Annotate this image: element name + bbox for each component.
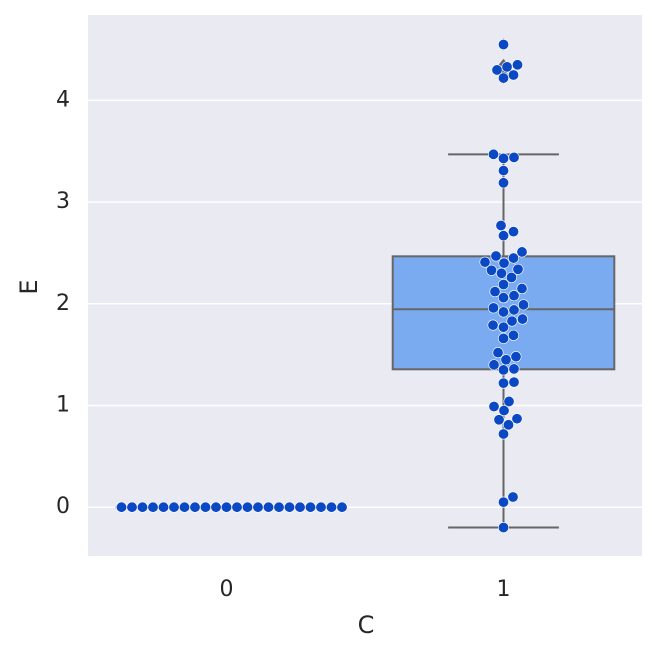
- swarm-point: [516, 283, 528, 295]
- swarm-point: [137, 501, 149, 513]
- swarm-point: [487, 148, 499, 160]
- y-tick-label: 2: [56, 291, 70, 316]
- swarm-point: [495, 220, 507, 232]
- swarm-point: [294, 501, 306, 513]
- swarm-point: [495, 267, 507, 279]
- x-tick-label: 1: [497, 577, 511, 602]
- swarm-point: [508, 376, 520, 388]
- swarm-point: [497, 230, 509, 242]
- swarm-point: [126, 501, 138, 513]
- swarm-point: [506, 315, 518, 327]
- swarm-point: [517, 299, 529, 311]
- swarm-point: [252, 501, 264, 513]
- swarm-point: [497, 165, 509, 177]
- swarm-point: [490, 250, 502, 262]
- swarm-point: [210, 501, 222, 513]
- swarm-point: [492, 347, 504, 359]
- y-axis-label: E: [15, 279, 43, 294]
- swarm-point: [503, 395, 515, 407]
- swarm-point: [491, 64, 503, 76]
- swarm-point: [498, 405, 510, 417]
- swarm-point: [304, 501, 316, 513]
- swarm-point: [497, 278, 509, 290]
- swarm-point: [497, 321, 509, 333]
- swarm-point: [512, 263, 524, 275]
- swarm-point: [511, 413, 523, 425]
- swarm-point: [487, 302, 499, 314]
- swarm-point: [505, 271, 517, 283]
- swarm-point: [497, 428, 509, 440]
- swarm-point: [479, 256, 491, 268]
- swarm-point: [508, 304, 520, 316]
- swarm-point: [497, 292, 509, 304]
- swarm-point: [511, 59, 523, 71]
- swarm-point: [508, 290, 520, 302]
- swarm-point: [497, 38, 509, 50]
- swarm-point: [497, 152, 509, 164]
- swarm-point: [158, 501, 170, 513]
- y-tick-label: 3: [56, 189, 70, 214]
- swarm-point: [516, 313, 528, 325]
- swarm-point: [168, 501, 180, 513]
- swarm-point: [242, 501, 254, 513]
- swarm-point: [231, 501, 243, 513]
- swarm-point: [336, 501, 348, 513]
- swarm-point: [487, 319, 499, 331]
- swarm-point: [262, 501, 274, 513]
- swarm-point: [516, 246, 528, 258]
- y-tick-label: 4: [56, 87, 70, 112]
- swarm-point: [489, 286, 501, 298]
- swarm-point: [497, 177, 509, 189]
- y-tick-label: 1: [56, 392, 70, 417]
- swarm-point: [507, 491, 519, 503]
- swarm-point: [510, 351, 522, 363]
- swarm-point: [315, 501, 327, 513]
- swarm-point: [508, 151, 520, 163]
- swarm-point: [179, 501, 191, 513]
- swarm-point: [500, 354, 512, 366]
- marks: [115, 38, 616, 534]
- swarm-point: [497, 332, 509, 344]
- swarm-point: [147, 501, 159, 513]
- y-tick-label: 0: [56, 494, 70, 519]
- swarm-point: [273, 501, 285, 513]
- x-tick-label: 0: [220, 577, 234, 602]
- swarm-point: [508, 363, 520, 375]
- swarm-point: [498, 257, 510, 269]
- swarm-point: [507, 252, 519, 264]
- swarm-point: [497, 306, 509, 318]
- swarm-point: [501, 61, 513, 73]
- swarm-point: [497, 522, 509, 534]
- swarm-point: [497, 496, 509, 508]
- swarm-point: [189, 501, 201, 513]
- swarm-point: [488, 401, 500, 413]
- swarm-point: [497, 72, 509, 84]
- swarm-point: [116, 501, 128, 513]
- x-axis-label: C: [358, 611, 375, 639]
- swarm-point: [507, 69, 519, 81]
- swarm-point: [497, 377, 509, 389]
- swarm-point: [507, 329, 519, 341]
- swarm-point: [485, 264, 497, 276]
- swarm-point: [497, 364, 509, 376]
- swarm-point: [493, 414, 505, 426]
- swarm-point: [283, 501, 295, 513]
- swarm-point: [488, 359, 500, 371]
- swarm-point: [200, 501, 212, 513]
- swarm-point: [325, 501, 337, 513]
- swarm-point: [507, 226, 519, 238]
- swarm-point: [502, 419, 514, 431]
- swarm-point: [221, 501, 233, 513]
